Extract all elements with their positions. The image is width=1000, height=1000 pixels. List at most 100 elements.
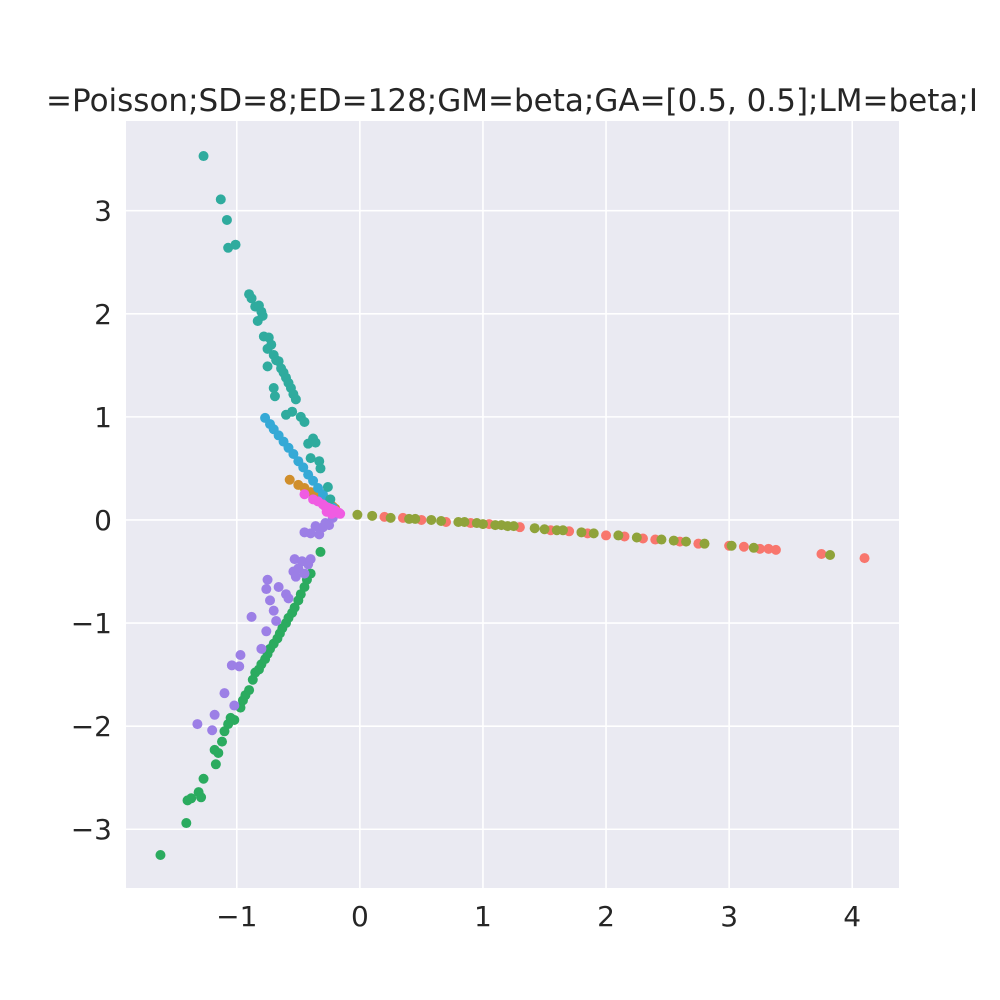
data-point bbox=[325, 494, 336, 505]
data-point bbox=[335, 508, 346, 519]
data-point bbox=[288, 448, 299, 459]
data-point bbox=[315, 463, 326, 474]
x-tick-label: 1 bbox=[474, 900, 492, 933]
x-tick-labels: −1 0 1 2 3 4 bbox=[216, 900, 861, 933]
data-point bbox=[221, 214, 232, 225]
data-point bbox=[181, 818, 192, 829]
data-point bbox=[613, 530, 624, 541]
data-point bbox=[668, 535, 679, 546]
data-point bbox=[262, 361, 273, 372]
data-point bbox=[256, 643, 267, 654]
data-point bbox=[235, 650, 246, 661]
data-point bbox=[738, 541, 749, 552]
y-tick-label: −1 bbox=[71, 607, 112, 640]
data-point bbox=[229, 714, 240, 725]
data-point bbox=[268, 383, 279, 394]
data-point bbox=[290, 394, 301, 405]
x-tick-label: 0 bbox=[351, 900, 369, 933]
x-tick-label: 2 bbox=[597, 900, 615, 933]
data-point bbox=[859, 553, 870, 564]
data-point bbox=[261, 626, 272, 637]
data-point bbox=[305, 528, 316, 539]
data-point bbox=[656, 534, 667, 545]
data-point bbox=[155, 850, 166, 861]
data-point bbox=[436, 515, 447, 526]
data-point bbox=[352, 509, 363, 520]
data-point bbox=[305, 554, 316, 565]
data-point bbox=[271, 615, 282, 626]
data-point bbox=[246, 293, 257, 304]
grid-lines bbox=[126, 121, 899, 888]
data-point bbox=[459, 517, 470, 528]
data-point bbox=[539, 524, 550, 535]
data-point bbox=[477, 519, 488, 530]
data-point bbox=[601, 530, 612, 541]
data-point bbox=[426, 514, 437, 525]
data-point bbox=[186, 793, 197, 804]
data-point bbox=[699, 538, 710, 549]
data-point bbox=[244, 685, 255, 696]
data-points bbox=[155, 151, 870, 861]
data-point bbox=[209, 709, 220, 720]
data-point bbox=[196, 792, 207, 803]
data-point bbox=[213, 747, 224, 758]
data-point bbox=[825, 550, 836, 561]
x-tick-label: 3 bbox=[720, 900, 738, 933]
data-point bbox=[367, 510, 378, 521]
data-point bbox=[257, 310, 268, 321]
chart-title: =Poisson;SD=8;ED=128;GM=beta;GA=[0.5, 0.… bbox=[46, 83, 978, 119]
series-5 bbox=[155, 546, 326, 861]
data-point bbox=[816, 548, 827, 559]
data-point bbox=[529, 523, 540, 534]
data-point bbox=[219, 688, 230, 699]
data-point bbox=[290, 571, 301, 582]
series-7 bbox=[299, 489, 346, 519]
data-point bbox=[226, 660, 237, 671]
data-point bbox=[283, 593, 294, 604]
data-point bbox=[192, 719, 203, 730]
data-point bbox=[207, 725, 218, 736]
x-tick-label: −1 bbox=[216, 900, 257, 933]
data-point bbox=[273, 581, 284, 592]
data-point bbox=[246, 611, 257, 622]
data-point bbox=[268, 605, 279, 616]
data-point bbox=[230, 239, 241, 250]
data-point bbox=[308, 475, 319, 486]
data-point bbox=[265, 595, 276, 606]
data-point bbox=[321, 506, 332, 517]
data-point bbox=[266, 339, 277, 350]
y-tick-labels: −3 −2 −1 0 1 2 3 bbox=[71, 195, 112, 847]
data-point bbox=[299, 417, 310, 428]
data-point bbox=[198, 773, 209, 784]
data-point bbox=[385, 512, 396, 523]
y-tick-label: 2 bbox=[94, 298, 112, 331]
data-point bbox=[310, 437, 321, 448]
data-point bbox=[748, 542, 759, 553]
data-point bbox=[299, 568, 310, 579]
data-point bbox=[269, 391, 280, 402]
data-point bbox=[229, 700, 240, 711]
data-point bbox=[631, 532, 642, 543]
y-tick-label: −2 bbox=[71, 710, 112, 743]
series-1 bbox=[352, 509, 836, 561]
data-point bbox=[315, 546, 326, 557]
data-point bbox=[210, 759, 221, 770]
x-tick-label: 4 bbox=[843, 900, 861, 933]
data-point bbox=[198, 151, 209, 162]
y-tick-label: −3 bbox=[71, 813, 112, 846]
data-point bbox=[299, 489, 310, 500]
data-point bbox=[281, 409, 292, 420]
series-4 bbox=[198, 151, 336, 505]
data-point bbox=[215, 194, 226, 205]
data-point bbox=[234, 661, 245, 672]
data-point bbox=[763, 543, 774, 554]
y-tick-label: 0 bbox=[94, 504, 112, 537]
data-point bbox=[508, 521, 519, 532]
data-point bbox=[298, 462, 309, 473]
data-point bbox=[557, 525, 568, 536]
data-point bbox=[576, 527, 587, 538]
data-point bbox=[217, 736, 228, 747]
data-point bbox=[322, 481, 333, 492]
data-point bbox=[726, 540, 737, 551]
